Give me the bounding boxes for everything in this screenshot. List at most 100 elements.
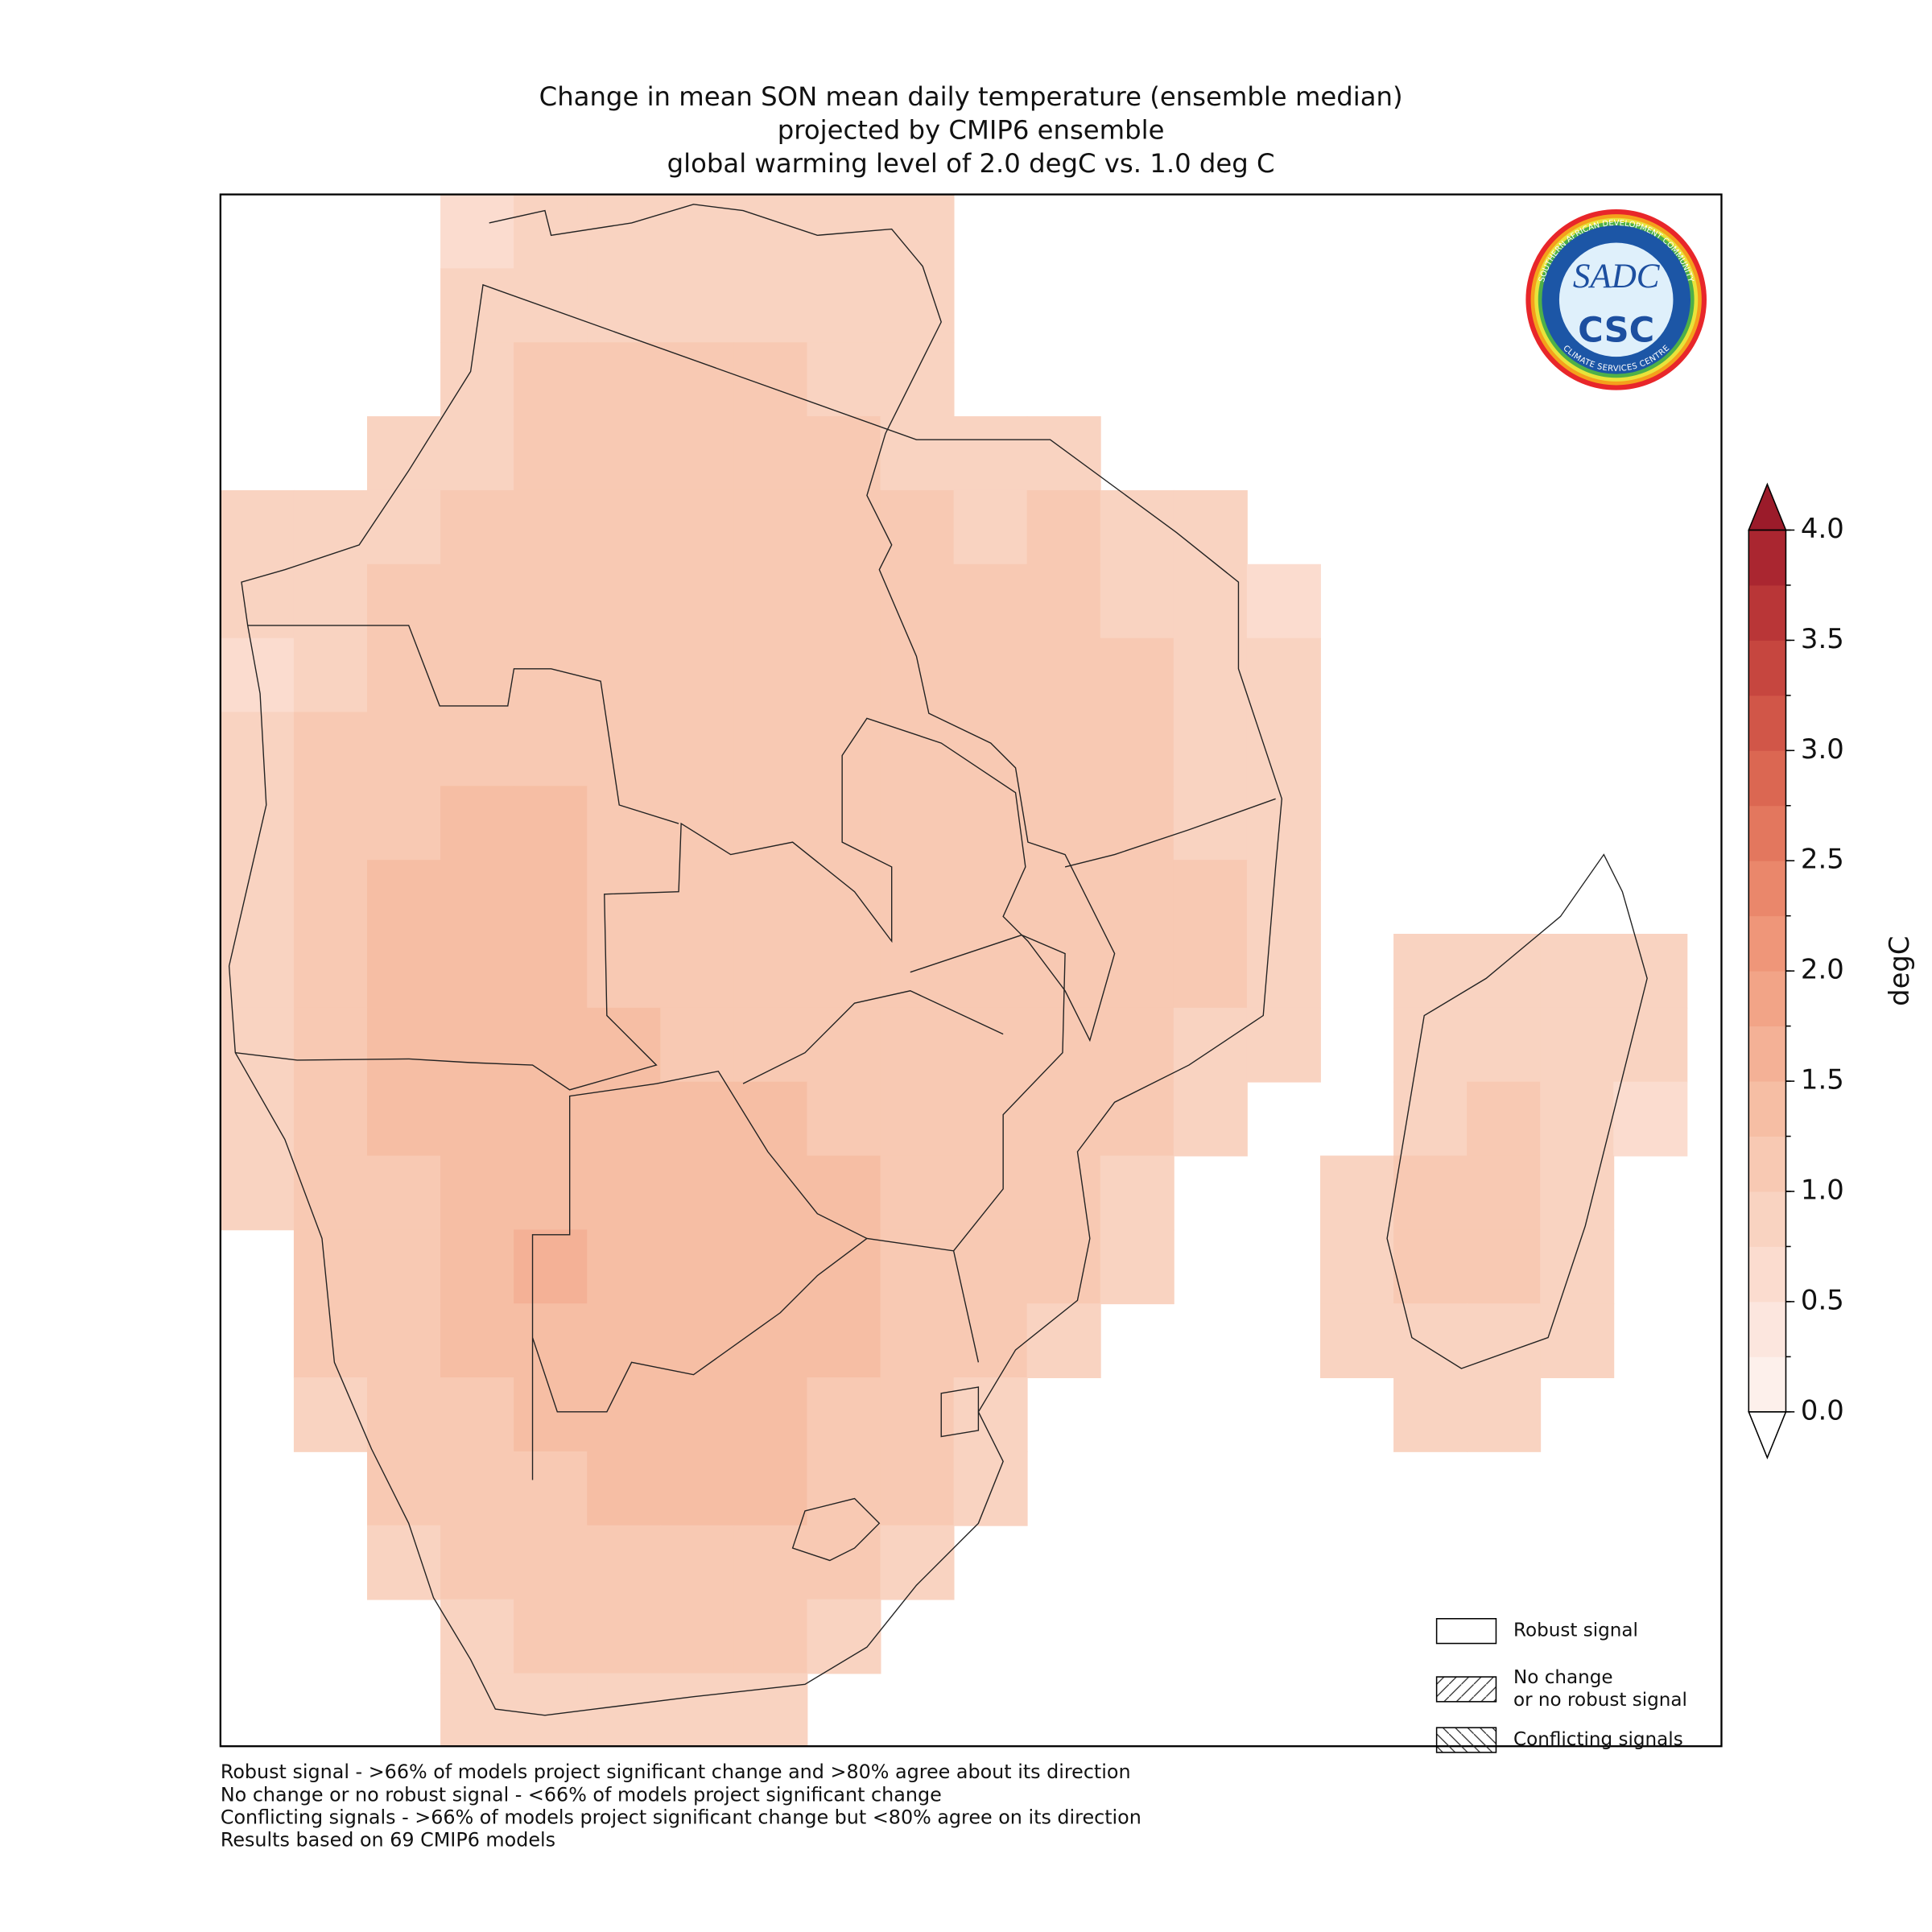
footnotes: Robust signal - >66% of models project s… — [221, 1761, 1141, 1851]
grid-cell — [514, 416, 588, 491]
grid-cell — [953, 1303, 1028, 1379]
colorbar-segment — [1748, 1301, 1786, 1357]
grid-cell — [660, 1525, 735, 1600]
lesotho — [791, 1497, 881, 1562]
grid-cell — [587, 342, 662, 417]
grid-cell — [880, 1525, 955, 1600]
grid-cell — [733, 712, 808, 787]
grid-cell — [660, 1451, 735, 1526]
grid-cell — [1100, 1229, 1174, 1305]
grid-cell — [807, 268, 881, 344]
madagascar-coast — [1386, 853, 1648, 1369]
grid-cell — [807, 1451, 881, 1526]
grid-cell — [1613, 934, 1688, 1009]
grid-cell — [293, 712, 368, 787]
grid-cell — [293, 1229, 368, 1305]
grid-cell — [1393, 1081, 1468, 1157]
grid-cell — [440, 860, 515, 935]
grid-cell — [880, 268, 955, 344]
grid-cell — [367, 1007, 441, 1083]
grid-cell — [514, 1229, 588, 1305]
grid-cell — [514, 1525, 588, 1600]
grid-cell — [953, 489, 1028, 565]
grid-cell — [807, 934, 881, 1009]
grid-cell — [660, 860, 735, 935]
grid-cell — [1100, 638, 1174, 713]
colorbar-segment — [1748, 1246, 1786, 1302]
grid-cell — [880, 194, 955, 270]
grid-cell — [880, 1155, 955, 1231]
grid-cell — [807, 712, 881, 787]
grid-cell — [1467, 1303, 1542, 1379]
grid-cell — [660, 1155, 735, 1231]
grid-cell — [367, 934, 441, 1009]
grid-cell — [880, 1007, 955, 1083]
grid-cell — [733, 1229, 808, 1305]
grid-cell — [733, 1081, 808, 1157]
grid-cell — [1173, 638, 1248, 713]
grid-cell — [1393, 934, 1468, 1009]
grid-cell — [1173, 1081, 1248, 1157]
grid-cell — [514, 564, 588, 639]
grid-cell — [880, 1229, 955, 1305]
grid-cell — [514, 1081, 588, 1157]
grid-cell — [660, 489, 735, 565]
grid-cell — [514, 1599, 588, 1674]
legend-label: No change — [1513, 1667, 1613, 1688]
grid-cell — [220, 786, 295, 861]
grid-cell — [660, 1599, 735, 1674]
grid-cell — [293, 489, 368, 565]
colorbar-segment — [1748, 695, 1786, 751]
grid-cell — [440, 638, 515, 713]
grid-cell — [807, 1155, 881, 1231]
grid-cell — [880, 638, 955, 713]
grid-cell — [293, 786, 368, 861]
grid-cell — [1100, 489, 1174, 565]
colorbar-segment — [1748, 971, 1786, 1027]
grid-cell — [367, 860, 441, 935]
grid-cell — [440, 712, 515, 787]
grid-cell — [1026, 1081, 1101, 1157]
colorbar-segment — [1748, 750, 1786, 807]
grid-cell — [733, 786, 808, 861]
grid-cell — [660, 1081, 735, 1157]
grid-cell — [220, 934, 295, 1009]
grid-cell — [880, 1377, 955, 1452]
legend-swatch — [1435, 1676, 1497, 1703]
grid-cell — [807, 1525, 881, 1600]
grid-cell — [660, 342, 735, 417]
grid-cell — [440, 1303, 515, 1379]
grid-cell — [733, 1525, 808, 1600]
title-line: global warming level of 2.0 degC vs. 1.0… — [667, 148, 1275, 179]
grid-cell — [1467, 1081, 1542, 1157]
grid-cell — [514, 1007, 588, 1083]
grid-cell — [1540, 1007, 1615, 1083]
grid-cell — [733, 489, 808, 565]
colorbar-tick-label: 2.0 — [1801, 954, 1844, 985]
colorbar-tick-label: 0.0 — [1801, 1394, 1844, 1426]
grid-cell — [953, 564, 1028, 639]
grid-cell — [440, 1451, 515, 1526]
logo-title: SADC — [1573, 258, 1661, 295]
grid-cell — [807, 489, 881, 565]
grid-cell — [660, 1673, 735, 1747]
colorbar-segment — [1748, 1026, 1786, 1082]
grid-cell — [1026, 489, 1101, 565]
grid-cell — [293, 1081, 368, 1157]
grid-cell — [733, 342, 808, 417]
grid-cell — [660, 416, 735, 491]
grid-cell — [953, 416, 1028, 491]
grid-cell — [440, 934, 515, 1009]
colorbar-segment — [1748, 584, 1786, 641]
grid-cell — [1026, 712, 1101, 787]
grid-cell — [880, 1081, 955, 1157]
grid-cell — [1173, 934, 1248, 1009]
grid-cell — [293, 638, 368, 713]
grid-cell — [1467, 934, 1542, 1009]
legend-label: Robust signal — [1513, 1620, 1638, 1641]
grid-cell — [220, 489, 295, 565]
grid-cell — [440, 1007, 515, 1083]
grid-cell — [1173, 489, 1248, 565]
grid-cell — [1467, 1229, 1542, 1305]
grid-cell — [1026, 786, 1101, 861]
